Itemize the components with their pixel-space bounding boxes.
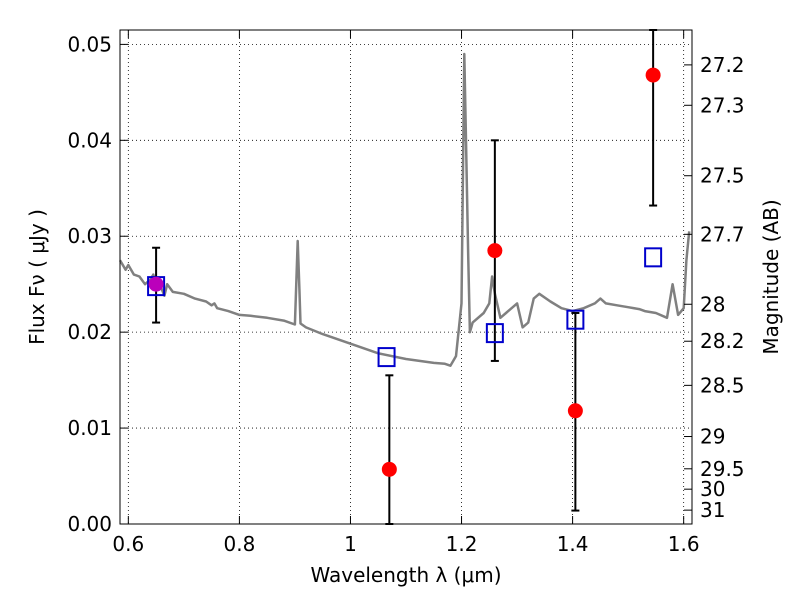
spectrum-layer (118, 52, 691, 367)
y-tick-label: 0.01 (67, 416, 112, 440)
model-square-marker (566, 309, 585, 330)
y-tick-label: 0.04 (67, 128, 112, 152)
observed-point-marker (645, 67, 661, 83)
x-tick-label: 1.4 (557, 532, 589, 556)
y-tick-label: 0.05 (67, 32, 112, 56)
errorbar-layer (152, 29, 658, 525)
marker-layer (147, 67, 663, 477)
model-square-marker (485, 323, 504, 344)
y2-axis-label: Magnitude (AB) (759, 199, 783, 354)
model-square-marker (377, 347, 396, 368)
y2-tick-label: 30 (700, 477, 725, 501)
y-tick-label: 0.00 (67, 512, 112, 536)
y2-tick-label: 31 (700, 498, 725, 522)
y2-tick-label: 27.5 (700, 164, 745, 188)
observed-point-marker (567, 403, 583, 419)
plot-frame (119, 29, 693, 525)
y2-tick-label: 28.2 (700, 329, 745, 353)
x-axis: 0.6 0.8 1 1.2 1.4 1.6 (112, 30, 700, 556)
y2-tick-label: 27.7 (700, 222, 745, 246)
x-tick-label: 0.8 (223, 532, 255, 556)
y-tick-label: 0.02 (67, 320, 112, 344)
x-axis-label: Wavelength λ (μm) (310, 563, 501, 587)
y-axis-left: 0.00 0.01 0.02 0.03 0.04 0.05 (67, 32, 128, 536)
x-tick-label: 1.6 (668, 532, 700, 556)
y-axis-label: Flux Fν ( μJy ) (25, 209, 49, 345)
x-tick-label: 1.2 (446, 532, 478, 556)
x-tick-label: 1 (344, 532, 357, 556)
model-spectrum-line (118, 52, 691, 367)
observed-point-marker (148, 276, 164, 292)
x-tick-label: 0.6 (112, 532, 144, 556)
y2-tick-label: 29 (700, 425, 725, 449)
y2-tick-label: 28 (700, 292, 725, 316)
y2-tick-label: 28.5 (700, 373, 745, 397)
observed-point-marker (487, 243, 503, 259)
y2-tick-label: 27.3 (700, 93, 745, 117)
y-tick-label: 0.03 (67, 224, 112, 248)
observed-point-marker (381, 461, 397, 477)
y2-tick-label: 29.5 (700, 457, 745, 481)
grid (120, 30, 692, 525)
model-square-marker (644, 247, 663, 268)
y2-tick-label: 27.2 (700, 53, 745, 77)
